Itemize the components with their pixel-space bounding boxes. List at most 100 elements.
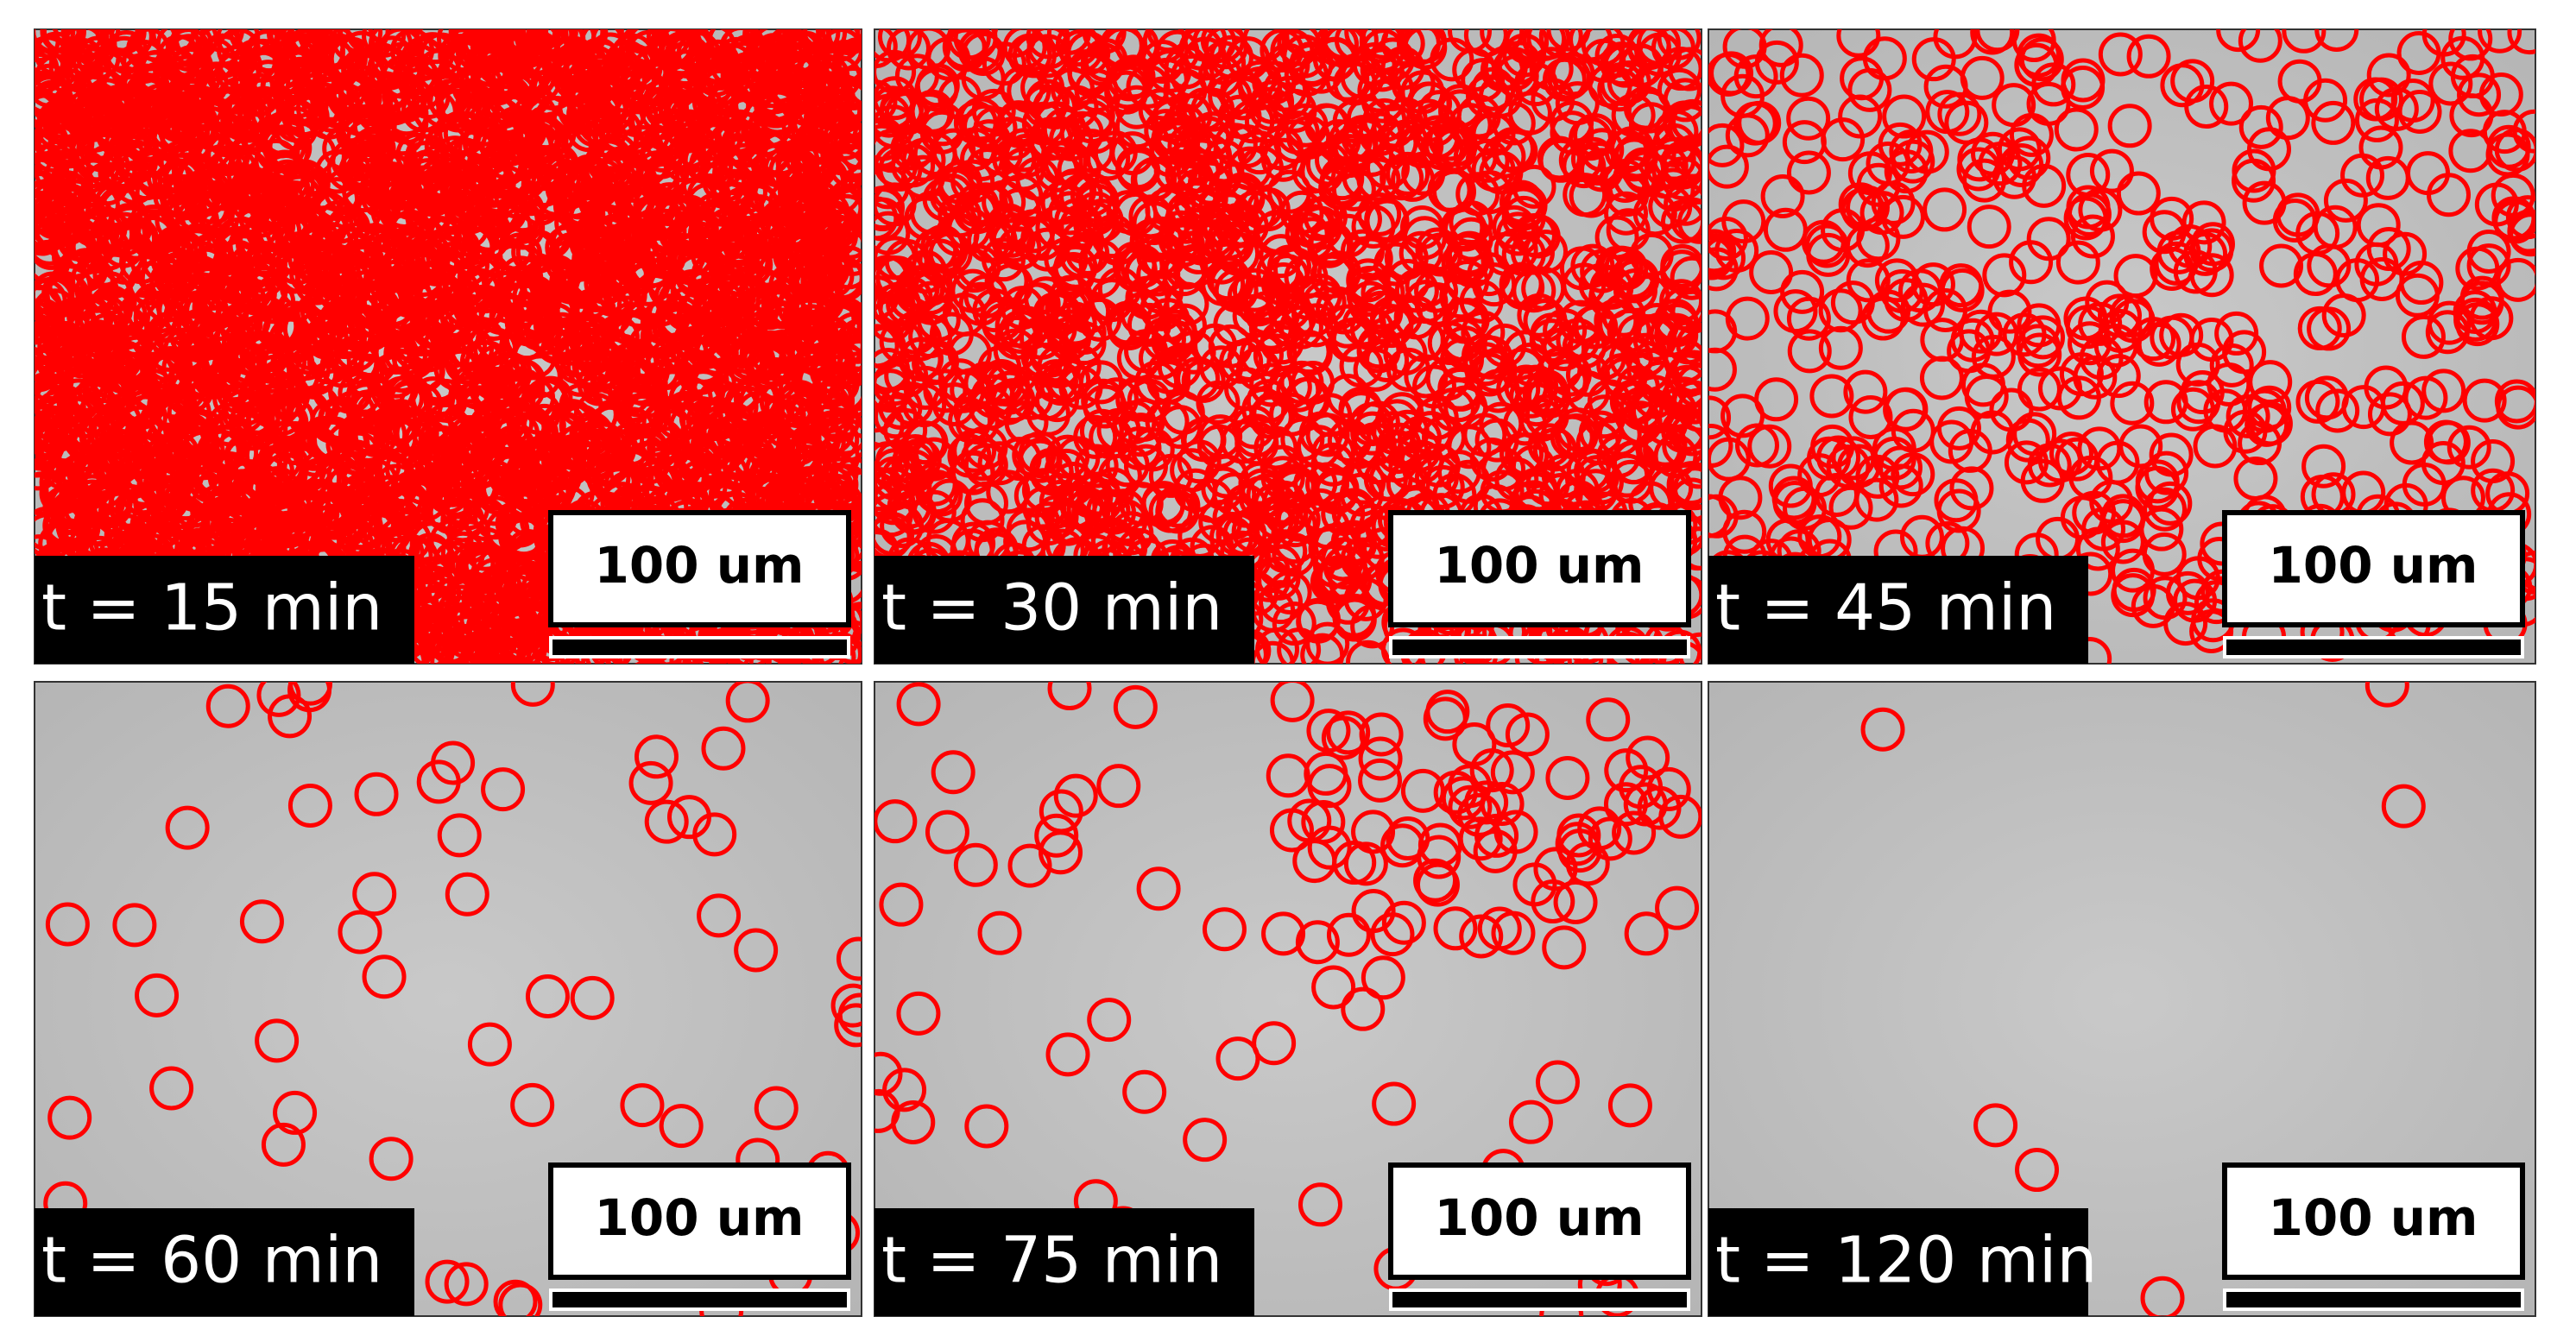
particle-marker <box>147 382 192 427</box>
particle-marker <box>531 29 576 57</box>
particle-marker <box>746 35 791 80</box>
particle-marker <box>1960 362 2005 407</box>
particle-marker <box>216 29 261 60</box>
particle-marker <box>609 354 653 399</box>
particle-marker <box>1115 377 1160 422</box>
particle-marker <box>1469 437 1514 482</box>
particle-marker <box>714 384 759 429</box>
scale-bar <box>549 636 850 658</box>
particle-marker <box>880 503 925 548</box>
particle-marker <box>473 327 518 372</box>
particle-marker <box>230 166 275 211</box>
particle-marker <box>2072 490 2117 535</box>
particle-marker <box>1538 29 1583 59</box>
particle-marker <box>60 29 105 69</box>
particle-marker <box>963 182 1008 227</box>
particle-marker <box>1949 466 1994 511</box>
particle-marker <box>41 29 86 54</box>
particle-marker <box>1309 220 1354 265</box>
particle-marker <box>1305 413 1350 457</box>
particle-marker <box>1666 353 1702 398</box>
particle-marker <box>1372 411 1417 456</box>
particle-marker <box>110 433 155 478</box>
particle-marker <box>362 162 407 207</box>
particle-marker <box>1500 432 1544 477</box>
particle-marker <box>1021 468 1066 513</box>
particle-marker <box>2457 72 2502 117</box>
particle-marker <box>2170 387 2215 432</box>
particle-marker <box>214 431 259 476</box>
particle-marker <box>1248 306 1293 350</box>
particle-marker <box>803 97 848 142</box>
particle-marker <box>1437 366 1482 411</box>
scale-label: 100 um <box>1435 536 1645 595</box>
particle-marker <box>1787 329 1832 374</box>
particle-marker <box>1176 230 1221 274</box>
particle-marker <box>662 138 707 183</box>
particle-marker <box>985 362 1030 407</box>
particle-marker <box>78 454 123 499</box>
particle-marker <box>2367 392 2412 437</box>
particle-marker <box>1636 29 1681 66</box>
particle-marker <box>1525 462 1570 507</box>
particle-marker <box>517 354 562 399</box>
particle-marker <box>1474 418 1519 463</box>
particle-marker <box>70 479 115 524</box>
particle-marker <box>1721 199 1766 244</box>
particle-marker <box>1188 161 1233 205</box>
particle-marker <box>993 328 1038 373</box>
particle-marker <box>764 431 809 476</box>
particle-marker <box>297 226 342 271</box>
particle-marker <box>1099 29 1144 68</box>
particle-marker <box>51 406 96 450</box>
particle-marker <box>2233 457 2278 501</box>
particle-marker <box>1220 69 1265 114</box>
particle-marker <box>407 532 452 577</box>
particle-marker <box>416 357 461 402</box>
particle-marker <box>1923 187 1967 232</box>
particle-marker <box>958 281 1003 326</box>
particle-marker <box>463 48 508 93</box>
particle-marker <box>103 211 148 256</box>
particle-marker <box>176 308 221 353</box>
particle-marker <box>658 29 703 68</box>
particle-marker <box>786 29 831 60</box>
particle-marker <box>35 405 65 450</box>
particle-marker <box>957 29 1002 72</box>
particle-marker <box>1213 123 1258 167</box>
particle-marker <box>2455 302 2500 347</box>
particle-marker <box>476 470 521 515</box>
particle-marker <box>148 346 193 391</box>
particle-marker <box>1111 54 1156 99</box>
particle-marker <box>1480 29 1525 54</box>
particle-marker <box>1720 394 1765 438</box>
particle-marker <box>362 29 407 58</box>
particle-marker <box>412 565 457 610</box>
particle-marker <box>1026 34 1070 79</box>
particle-marker <box>1296 197 1341 242</box>
particle-marker <box>877 29 922 60</box>
particle-marker <box>169 45 214 90</box>
particle-marker <box>35 84 70 128</box>
particle-marker <box>1649 312 1694 357</box>
particle-marker <box>1594 215 1639 260</box>
particle-marker <box>773 229 818 274</box>
particle-marker <box>541 439 586 484</box>
particle-marker <box>1357 192 1402 236</box>
particle-marker <box>2006 135 2051 180</box>
particle-marker <box>388 297 432 342</box>
particle-marker <box>698 379 742 424</box>
particle-marker <box>1151 117 1196 161</box>
particle-marker <box>874 117 906 161</box>
particle-marker <box>1352 41 1397 86</box>
particle-marker <box>345 418 390 463</box>
particle-marker <box>423 378 468 423</box>
particle-marker <box>874 448 918 493</box>
particle-marker <box>426 208 470 253</box>
particle-marker <box>2238 104 2283 149</box>
particle-marker <box>433 302 478 347</box>
particle-marker <box>1144 57 1189 102</box>
particle-marker <box>1508 342 1553 387</box>
